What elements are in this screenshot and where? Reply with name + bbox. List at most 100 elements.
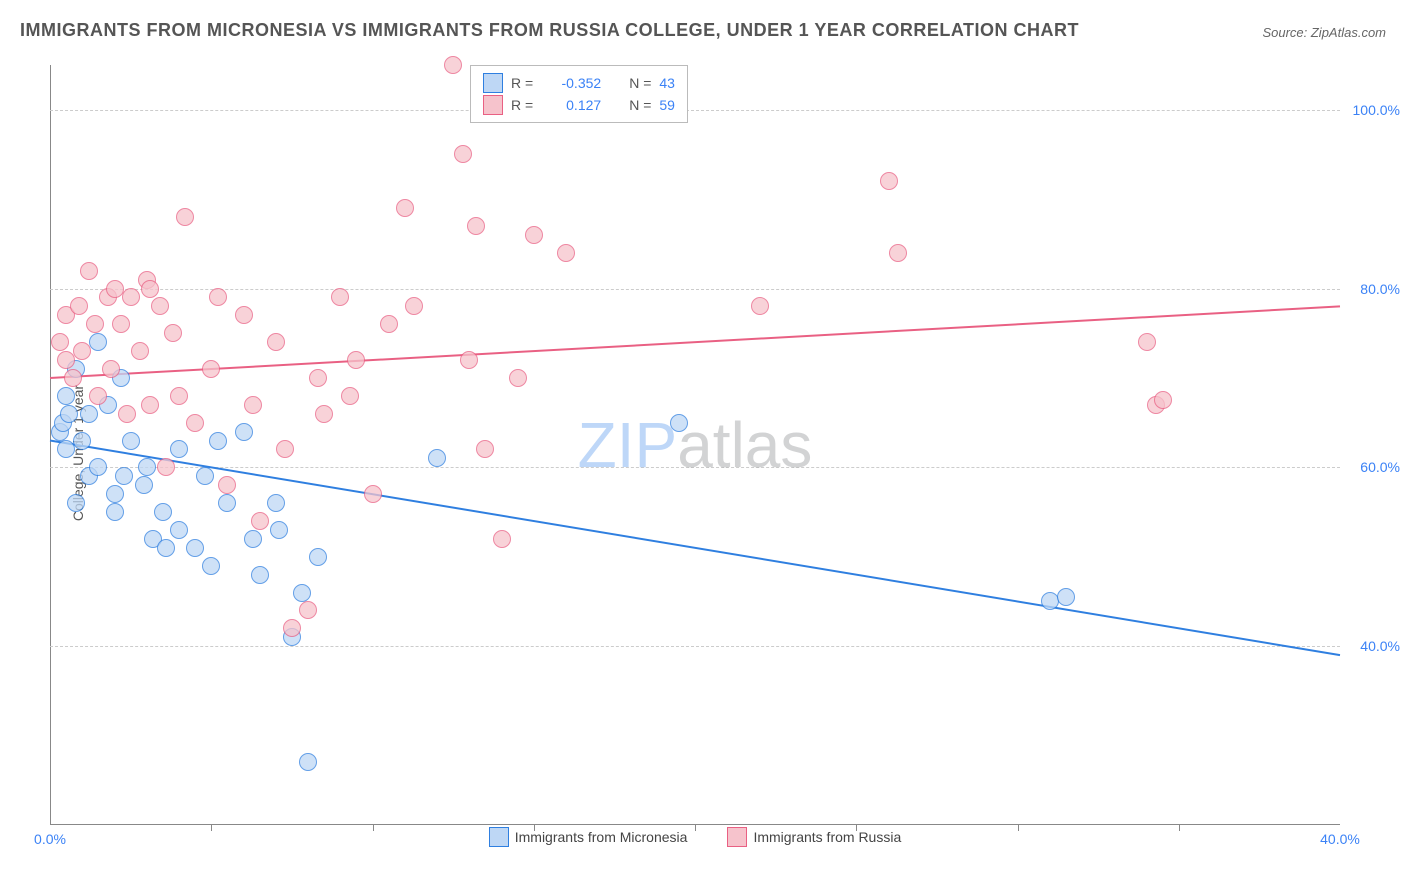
data-point [118, 405, 136, 423]
source-label: Source: ZipAtlas.com [1262, 25, 1386, 40]
data-point [170, 387, 188, 405]
data-point [1138, 333, 1156, 351]
data-point [70, 297, 88, 315]
data-point [57, 440, 75, 458]
data-point [299, 753, 317, 771]
data-point [86, 315, 104, 333]
data-point [364, 485, 382, 503]
y-tick-label: 80.0% [1360, 281, 1400, 297]
legend-swatch [489, 827, 509, 847]
data-point [396, 199, 414, 217]
data-point [557, 244, 575, 262]
data-point [267, 333, 285, 351]
data-point [80, 405, 98, 423]
stat-n-label: N = [629, 75, 651, 91]
data-point [202, 360, 220, 378]
data-point [73, 342, 91, 360]
data-point [341, 387, 359, 405]
y-tick-label: 40.0% [1360, 638, 1400, 654]
data-point [122, 432, 140, 450]
data-point [80, 262, 98, 280]
data-point [106, 503, 124, 521]
data-point [141, 280, 159, 298]
data-point [67, 494, 85, 512]
chart-title: IMMIGRANTS FROM MICRONESIA VS IMMIGRANTS… [20, 20, 1079, 41]
data-point [315, 405, 333, 423]
data-point [525, 226, 543, 244]
data-point [347, 351, 365, 369]
stat-r-value: 0.127 [541, 97, 601, 113]
data-point [112, 315, 130, 333]
data-point [276, 440, 294, 458]
data-point [309, 369, 327, 387]
chart-area: College, Under 1 year 40.0%60.0%80.0%100… [50, 65, 1340, 825]
data-point [209, 432, 227, 450]
legend-stats-row: R = 0.127 N = 59 [483, 94, 675, 116]
stat-r-label: R = [511, 97, 533, 113]
legend-stats-row: R =-0.352N =43 [483, 72, 675, 94]
data-point [154, 503, 172, 521]
data-point [331, 288, 349, 306]
legend-series-label: Immigrants from Russia [753, 829, 901, 845]
data-point [176, 208, 194, 226]
y-tick-label: 60.0% [1360, 459, 1400, 475]
data-point [235, 423, 253, 441]
data-point [309, 548, 327, 566]
data-point [454, 145, 472, 163]
data-point [64, 369, 82, 387]
data-point [89, 333, 107, 351]
stat-n-value: 59 [659, 97, 675, 113]
legend-series: Immigrants from Micronesia Immigrants fro… [50, 827, 1340, 850]
data-point [244, 530, 262, 548]
data-point [57, 387, 75, 405]
data-point [106, 485, 124, 503]
data-point [270, 521, 288, 539]
data-point [151, 297, 169, 315]
stat-n-value: 43 [659, 75, 675, 91]
data-point [293, 584, 311, 602]
legend-series-item: Immigrants from Russia [727, 827, 901, 847]
data-point [196, 467, 214, 485]
data-point [889, 244, 907, 262]
data-point [57, 351, 75, 369]
data-point [186, 414, 204, 432]
legend-stats: R = -0.352 N = 43 R = 0.127 N = 59 [470, 65, 688, 123]
data-point [157, 458, 175, 476]
legend-swatch [483, 73, 503, 93]
data-point [476, 440, 494, 458]
data-point [170, 440, 188, 458]
data-point [138, 458, 156, 476]
data-point [102, 360, 120, 378]
data-point [267, 494, 285, 512]
data-point [164, 324, 182, 342]
data-point [131, 342, 149, 360]
data-point [405, 297, 423, 315]
data-point [141, 396, 159, 414]
trendlines [50, 65, 1340, 825]
legend-series-item: Immigrants from Micronesia [489, 827, 688, 847]
stat-n-label: N = [629, 97, 651, 113]
data-point [89, 387, 107, 405]
data-point [251, 512, 269, 530]
data-point [509, 369, 527, 387]
stat-r-value: -0.352 [541, 75, 601, 91]
data-point [428, 449, 446, 467]
data-point [251, 566, 269, 584]
data-point [202, 557, 220, 575]
data-point [89, 458, 107, 476]
data-point [122, 288, 140, 306]
data-point [751, 297, 769, 315]
data-point [460, 351, 478, 369]
trend-line [50, 441, 1340, 656]
data-point [209, 288, 227, 306]
data-point [218, 476, 236, 494]
data-point [493, 530, 511, 548]
data-point [73, 432, 91, 450]
legend-swatch [727, 827, 747, 847]
data-point [283, 619, 301, 637]
data-point [670, 414, 688, 432]
data-point [880, 172, 898, 190]
data-point [444, 56, 462, 74]
data-point [218, 494, 236, 512]
data-point [299, 601, 317, 619]
